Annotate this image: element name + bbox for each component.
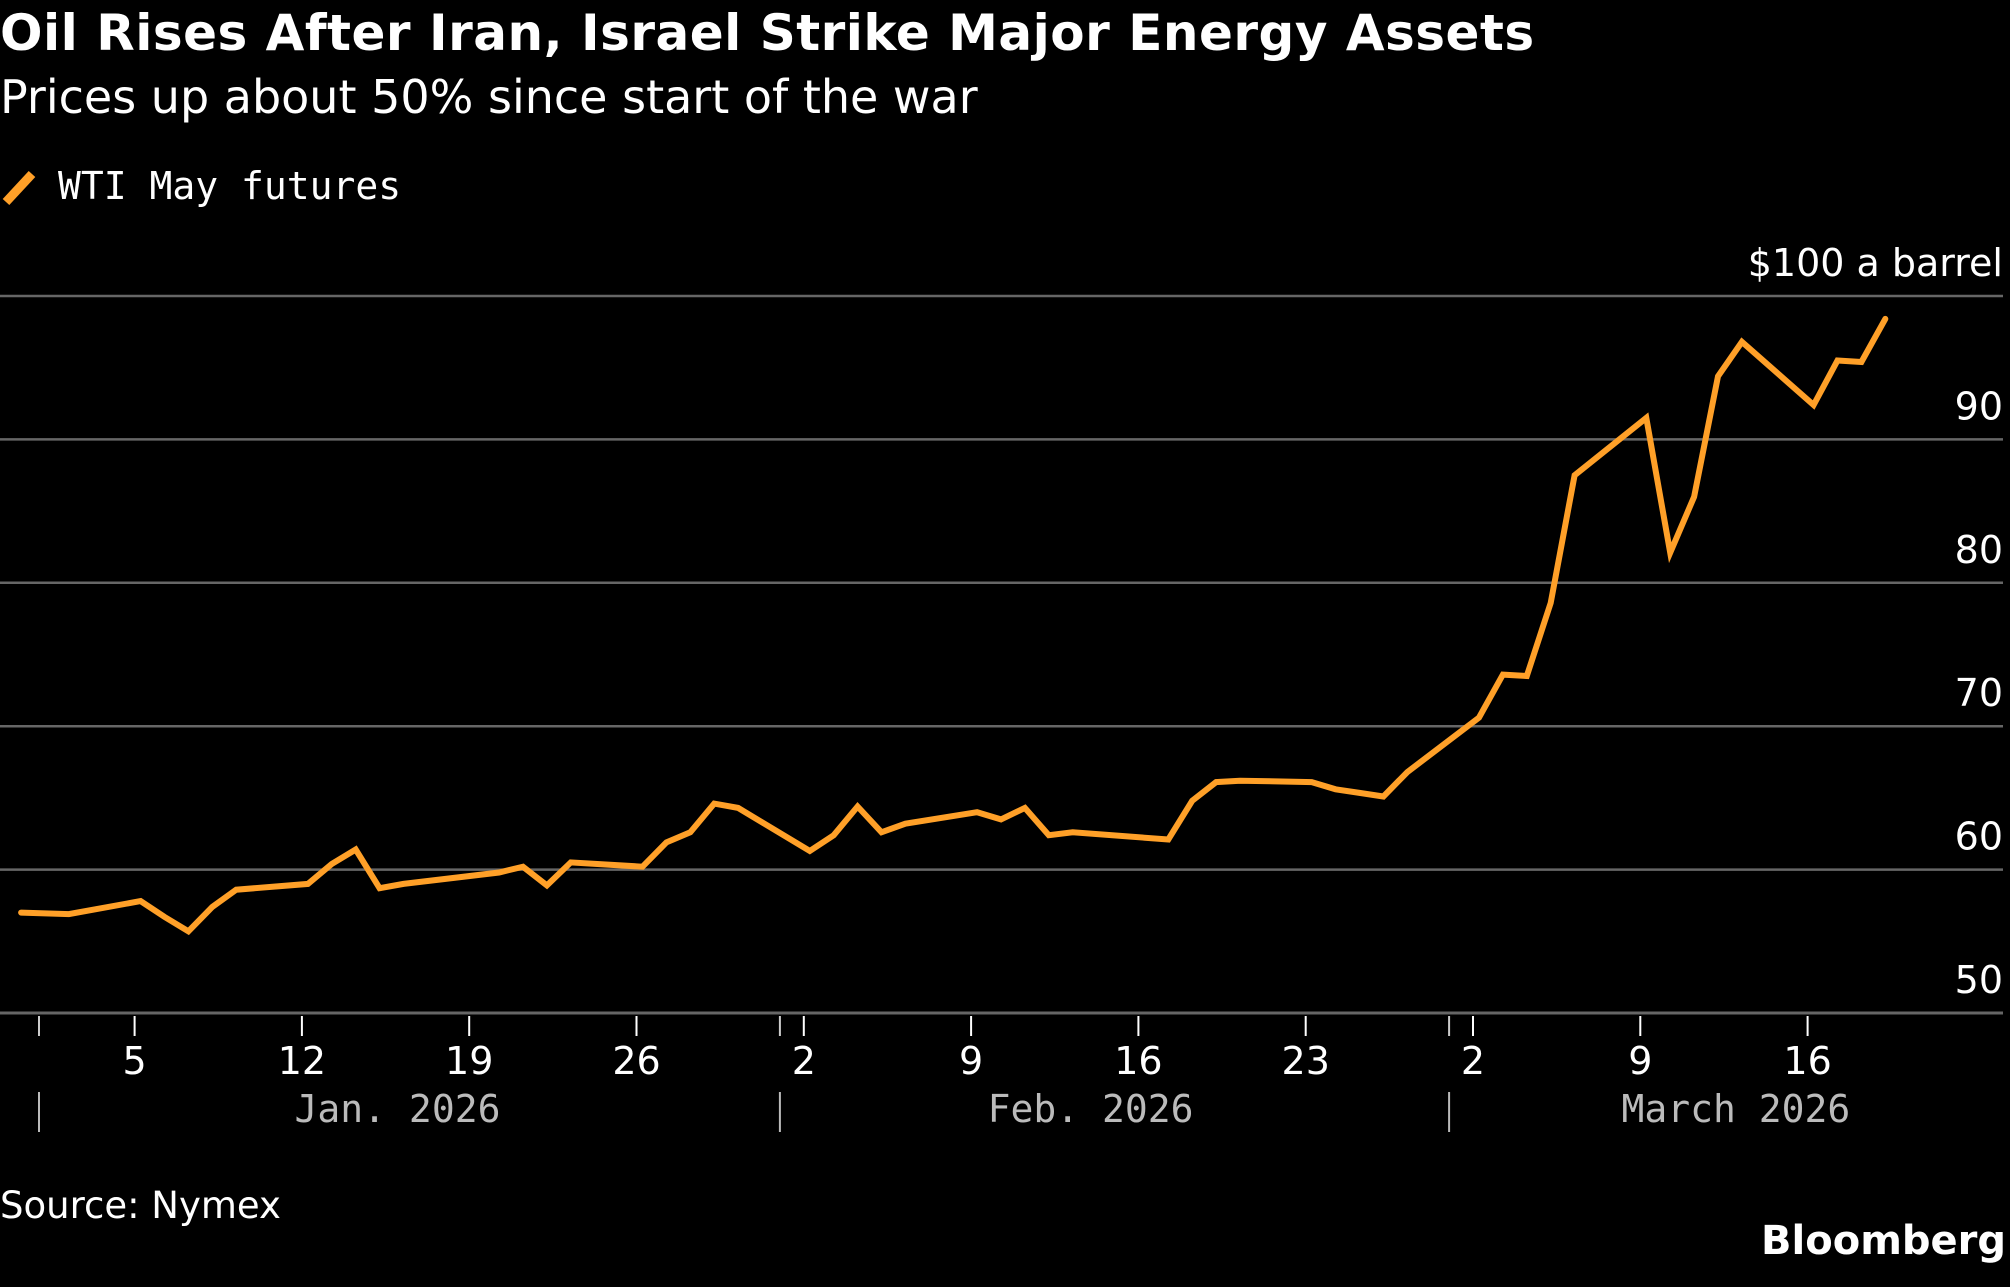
legend-label: WTI May futures [58, 164, 402, 208]
bloomberg-logo: Bloomberg [1761, 1218, 2006, 1264]
month-label: Jan. 2026 [295, 1087, 501, 1131]
legend: WTI May futures [0, 164, 401, 208]
y-tick-label: $100 a barrel [1748, 241, 2003, 285]
x-tick-label: 9 [1628, 1039, 1652, 1083]
y-tick-label: 70 [1955, 671, 2003, 715]
chart-subtitle: Prices up about 50% since start of the w… [0, 70, 978, 124]
gridlines [0, 294, 2003, 1015]
x-tick-label: 2 [1461, 1039, 1485, 1083]
line-swatch-icon [0, 164, 40, 208]
y-tick-label: 60 [1955, 815, 2003, 859]
x-tick-label: 2 [792, 1039, 816, 1083]
month-label: March 2026 [1622, 1087, 1851, 1131]
series-layer [18, 315, 1889, 936]
y-tick-label: 90 [1955, 384, 2003, 428]
x-tick-label: 26 [612, 1039, 660, 1083]
x-tick-label: 16 [1114, 1039, 1162, 1083]
x-axis: 5 12 19 26 2 9 16 23 2 9 16 Jan. 2026 Feb. 2026 March… [38, 1016, 1851, 1132]
y-axis-labels: 50 60 70 80 90 $100 a barrel [1748, 241, 2003, 1002]
month-label: Feb. 2026 [988, 1087, 1194, 1131]
y-tick-label: 80 [1955, 528, 2003, 572]
series-line-wti-may [18, 315, 1889, 936]
y-tick-label: 50 [1955, 958, 2003, 1002]
chart-title: Oil Rises After Iran, Israel Strike Majo… [0, 4, 1535, 62]
x-tick-label: 16 [1783, 1039, 1831, 1083]
source-note: Source: Nymex [0, 1184, 281, 1227]
x-tick-label: 5 [123, 1039, 147, 1083]
x-tick-label: 19 [445, 1039, 493, 1083]
x-tick-label: 9 [959, 1039, 983, 1083]
x-tick-label: 23 [1282, 1039, 1330, 1083]
x-tick-label: 12 [278, 1039, 326, 1083]
